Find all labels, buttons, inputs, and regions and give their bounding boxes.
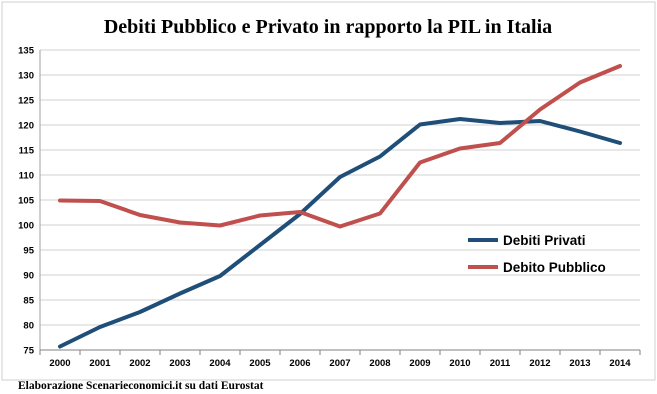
x-tick-label: 2008 bbox=[369, 358, 390, 369]
axes bbox=[39, 50, 641, 355]
y-tick-label: 110 bbox=[19, 171, 34, 182]
series-lines bbox=[58, 64, 622, 349]
x-tick-label: 2003 bbox=[169, 358, 190, 369]
chart-title: Debiti Pubblico e Privato in rapporto la… bbox=[104, 16, 552, 38]
x-tick-label: 2002 bbox=[129, 358, 150, 369]
y-tick-label: 120 bbox=[18, 121, 34, 132]
y-tick-label: 130 bbox=[18, 71, 34, 82]
x-tick-label: 2005 bbox=[249, 358, 271, 369]
x-tick-label: 2012 bbox=[529, 358, 550, 369]
legend-label-0: Debiti Privati bbox=[503, 233, 586, 248]
x-tick-label: 2004 bbox=[209, 358, 231, 369]
x-tick-label: 2013 bbox=[569, 358, 590, 369]
x-tick-labels: 2000 2001 2002 2003 2004 2005 2006 2007 2008 2009… bbox=[49, 358, 631, 369]
x-tick-label: 2011 bbox=[490, 358, 511, 369]
legend-label-1: Debito Pubblico bbox=[503, 260, 606, 275]
y-tick-label: 125 bbox=[18, 96, 35, 107]
gridlines bbox=[40, 49, 640, 351]
x-tick-label: 2009 bbox=[409, 358, 430, 369]
x-tick-label: 2000 bbox=[49, 358, 70, 369]
y-tick-label: 115 bbox=[19, 146, 35, 157]
chart-frame bbox=[1, 1, 656, 381]
y-tick-label: 100 bbox=[18, 221, 34, 232]
y-tick-label: 90 bbox=[23, 271, 34, 282]
x-tick-label: 2010 bbox=[449, 358, 470, 369]
x-tick-label: 2001 bbox=[89, 358, 111, 369]
source-note: Elaborazione Scenarieconomici.it su dati… bbox=[18, 380, 264, 392]
y-tick-label: 135 bbox=[18, 46, 35, 57]
y-tick-label: 95 bbox=[23, 246, 34, 257]
x-tick-label: 2007 bbox=[329, 358, 350, 369]
y-tick-label: 75 bbox=[23, 346, 34, 357]
legend: Debiti Privati Debito Pubblico bbox=[468, 233, 606, 275]
y-tick-labels: 75 80 85 90 95 100 105 110 115 120 125 130 135 bbox=[18, 46, 35, 357]
x-tick-label: 2014 bbox=[609, 358, 631, 369]
x-tick-label: 2006 bbox=[289, 358, 310, 369]
y-tick-label: 85 bbox=[23, 296, 34, 307]
y-tick-label: 80 bbox=[23, 321, 34, 332]
y-tick-label: 105 bbox=[18, 196, 35, 207]
